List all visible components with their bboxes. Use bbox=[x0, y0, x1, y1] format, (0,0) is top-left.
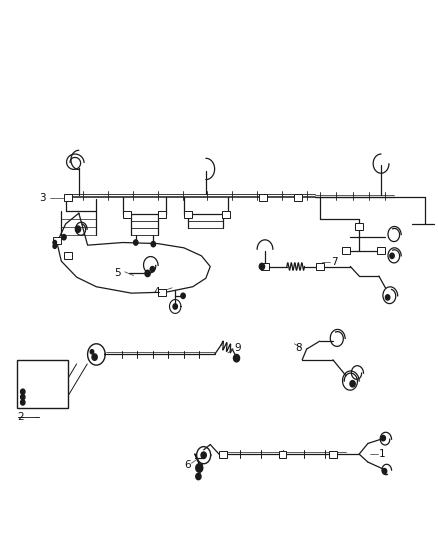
Circle shape bbox=[53, 244, 57, 248]
Bar bbox=[64, 252, 72, 259]
Circle shape bbox=[173, 304, 177, 309]
Circle shape bbox=[90, 350, 94, 354]
Circle shape bbox=[385, 295, 390, 300]
Text: 3: 3 bbox=[39, 193, 46, 203]
Text: 9: 9 bbox=[234, 343, 241, 352]
Circle shape bbox=[53, 240, 57, 245]
Circle shape bbox=[350, 381, 355, 387]
Circle shape bbox=[181, 293, 185, 298]
Bar bbox=[17, 360, 68, 408]
Circle shape bbox=[382, 469, 387, 474]
Text: 1: 1 bbox=[379, 449, 385, 459]
Bar bbox=[219, 451, 227, 457]
Text: 8: 8 bbox=[296, 343, 302, 352]
Circle shape bbox=[259, 263, 265, 270]
Circle shape bbox=[201, 452, 206, 458]
Bar bbox=[377, 247, 385, 254]
Bar bbox=[222, 211, 230, 217]
Circle shape bbox=[92, 354, 97, 360]
Bar bbox=[294, 193, 302, 200]
Circle shape bbox=[196, 464, 203, 472]
Bar bbox=[158, 211, 166, 217]
Bar bbox=[261, 263, 269, 270]
Text: 7: 7 bbox=[331, 257, 337, 267]
Circle shape bbox=[233, 354, 240, 362]
Bar bbox=[329, 451, 337, 457]
Circle shape bbox=[62, 235, 66, 240]
Circle shape bbox=[196, 473, 201, 480]
Circle shape bbox=[21, 400, 25, 405]
Circle shape bbox=[145, 270, 150, 277]
Bar bbox=[316, 263, 324, 270]
Text: 2: 2 bbox=[18, 412, 24, 422]
Bar bbox=[123, 211, 131, 217]
Bar bbox=[184, 211, 192, 217]
Circle shape bbox=[21, 389, 25, 394]
Text: 6: 6 bbox=[184, 460, 191, 470]
Bar bbox=[279, 451, 286, 457]
Text: 4: 4 bbox=[153, 287, 160, 297]
Circle shape bbox=[21, 394, 25, 400]
Circle shape bbox=[381, 435, 385, 441]
Bar bbox=[53, 237, 61, 244]
Circle shape bbox=[134, 240, 138, 245]
Circle shape bbox=[151, 241, 155, 247]
Bar bbox=[342, 247, 350, 254]
Bar bbox=[355, 223, 363, 230]
Text: 5: 5 bbox=[114, 269, 120, 278]
Circle shape bbox=[150, 266, 155, 272]
Bar bbox=[158, 289, 166, 295]
Bar bbox=[259, 193, 267, 200]
Bar bbox=[64, 193, 72, 200]
Circle shape bbox=[75, 226, 81, 232]
Circle shape bbox=[390, 253, 394, 259]
